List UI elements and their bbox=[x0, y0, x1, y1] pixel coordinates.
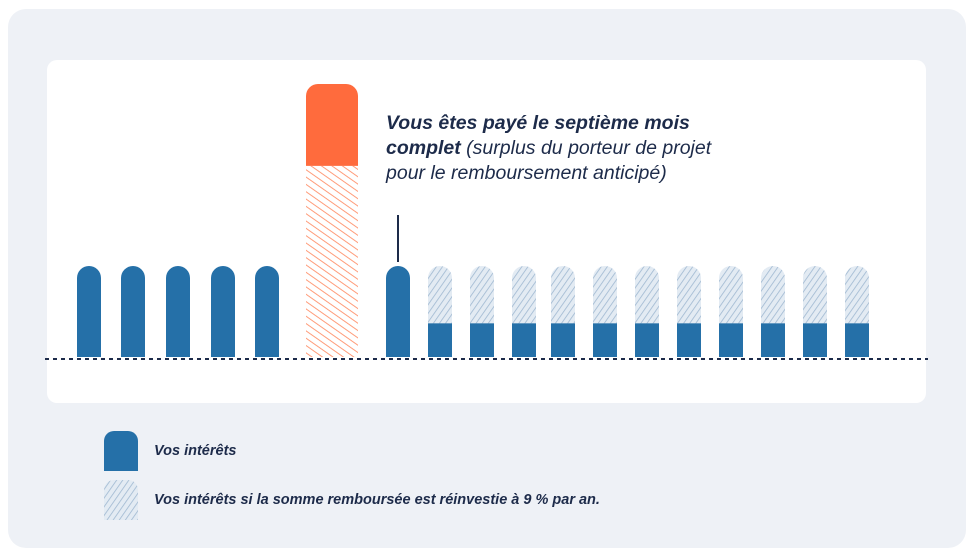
bar-interest-15 bbox=[719, 323, 743, 357]
bar-reinvested-12 bbox=[593, 266, 617, 324]
bar-reinvested-17 bbox=[803, 266, 827, 324]
bar-reinvested-16 bbox=[761, 266, 785, 324]
bar-reinvested-13 bbox=[635, 266, 659, 324]
bar-interest-12 bbox=[593, 323, 617, 357]
legend-item-reinvested: Vos intérêts si la somme remboursée est … bbox=[104, 480, 600, 520]
legend-label-reinvested: Vos intérêts si la somme remboursée est … bbox=[154, 492, 600, 508]
bar-interest-1 bbox=[77, 266, 101, 357]
bar-reinvested-15 bbox=[719, 266, 743, 324]
bar-bonus-hatched bbox=[306, 165, 358, 357]
bar-interest-10 bbox=[512, 323, 536, 357]
bar-reinvested-18 bbox=[845, 266, 869, 324]
bar-interest-17 bbox=[803, 323, 827, 357]
bar-interest-13 bbox=[635, 323, 659, 357]
legend-label-interest: Vos intérêts bbox=[154, 443, 237, 459]
annotation-text: Vous êtes payé le septième mois complet … bbox=[386, 111, 716, 186]
annotation-bold: Vous êtes payé le septième mois complet bbox=[386, 112, 690, 159]
bar-interest-3 bbox=[166, 266, 190, 357]
bar-reinvested-14 bbox=[677, 266, 701, 324]
legend-swatch-reinvested bbox=[104, 480, 138, 520]
annotation-rest: (surplus du porteur de projet pour le re… bbox=[386, 137, 712, 184]
bar-interest-14 bbox=[677, 323, 701, 357]
bar-interest-8 bbox=[428, 323, 452, 357]
bar-interest-5 bbox=[255, 266, 279, 357]
bar-interest-18 bbox=[845, 323, 869, 357]
bar-interest-16 bbox=[761, 323, 785, 357]
bar-interest-9 bbox=[470, 323, 494, 357]
legend-item-interest: Vos intérêts bbox=[104, 431, 236, 471]
legend-swatch-interest bbox=[104, 431, 138, 471]
bar-reinvested-11 bbox=[551, 266, 575, 324]
bar-reinvested-9 bbox=[470, 266, 494, 324]
bar-interest-7 bbox=[386, 266, 410, 357]
bar-reinvested-10 bbox=[512, 266, 536, 324]
bar-bonus-solid bbox=[306, 84, 358, 166]
bar-interest-2 bbox=[121, 266, 145, 357]
bar-interest-4 bbox=[211, 266, 235, 357]
bar-reinvested-8 bbox=[428, 266, 452, 324]
bar-interest-11 bbox=[551, 323, 575, 357]
